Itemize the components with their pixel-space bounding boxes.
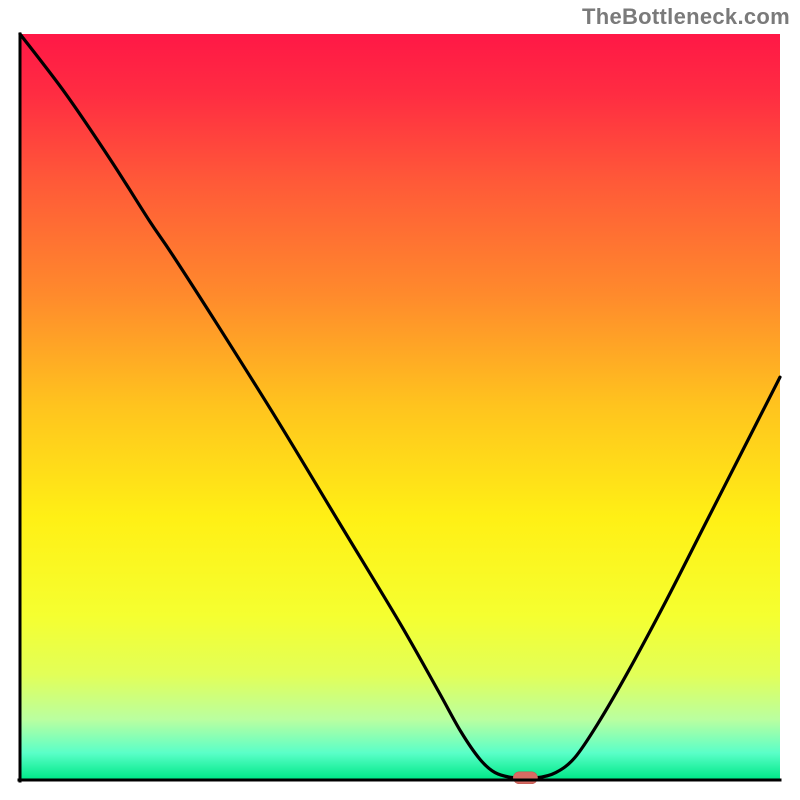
- bottleneck-chart: [0, 0, 800, 800]
- optimal-marker: [513, 772, 537, 784]
- watermark-text: TheBottleneck.com: [582, 4, 790, 30]
- chart-background: [21, 34, 780, 779]
- chart-container: TheBottleneck.com: [0, 0, 800, 800]
